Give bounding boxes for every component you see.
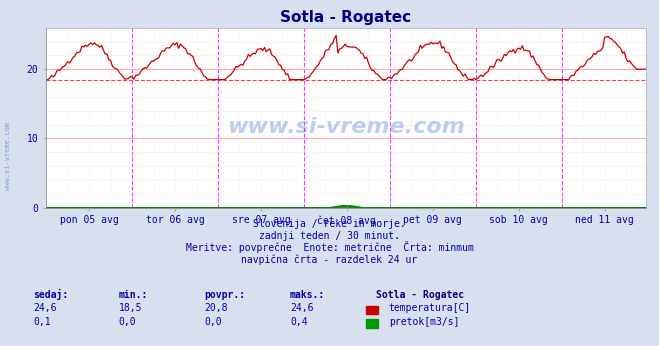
Title: Sotla - Rogatec: Sotla - Rogatec xyxy=(281,10,411,25)
Text: 0,4: 0,4 xyxy=(290,317,308,327)
Text: 20,8: 20,8 xyxy=(204,303,228,313)
Text: min.:: min.: xyxy=(119,290,148,300)
Text: Slovenija / reke in morje.: Slovenija / reke in morje. xyxy=(253,219,406,229)
Text: povpr.:: povpr.: xyxy=(204,290,245,300)
Text: pretok[m3/s]: pretok[m3/s] xyxy=(389,317,459,327)
Text: navpična črta - razdelek 24 ur: navpična črta - razdelek 24 ur xyxy=(241,254,418,265)
Text: www.si-vreme.com: www.si-vreme.com xyxy=(5,122,11,190)
Text: 24,6: 24,6 xyxy=(33,303,57,313)
Text: temperatura[C]: temperatura[C] xyxy=(389,303,471,313)
Text: Sotla - Rogatec: Sotla - Rogatec xyxy=(376,290,464,300)
Text: 18,5: 18,5 xyxy=(119,303,142,313)
Text: 0,0: 0,0 xyxy=(119,317,136,327)
Text: 0,1: 0,1 xyxy=(33,317,51,327)
Text: sedaj:: sedaj: xyxy=(33,289,68,300)
Text: maks.:: maks.: xyxy=(290,290,325,300)
Text: www.si-vreme.com: www.si-vreme.com xyxy=(227,117,465,137)
Text: 0,0: 0,0 xyxy=(204,317,222,327)
Text: 24,6: 24,6 xyxy=(290,303,314,313)
Text: Meritve: povprečne  Enote: metrične  Črta: minmum: Meritve: povprečne Enote: metrične Črta:… xyxy=(186,241,473,253)
Text: zadnji teden / 30 minut.: zadnji teden / 30 minut. xyxy=(259,231,400,241)
